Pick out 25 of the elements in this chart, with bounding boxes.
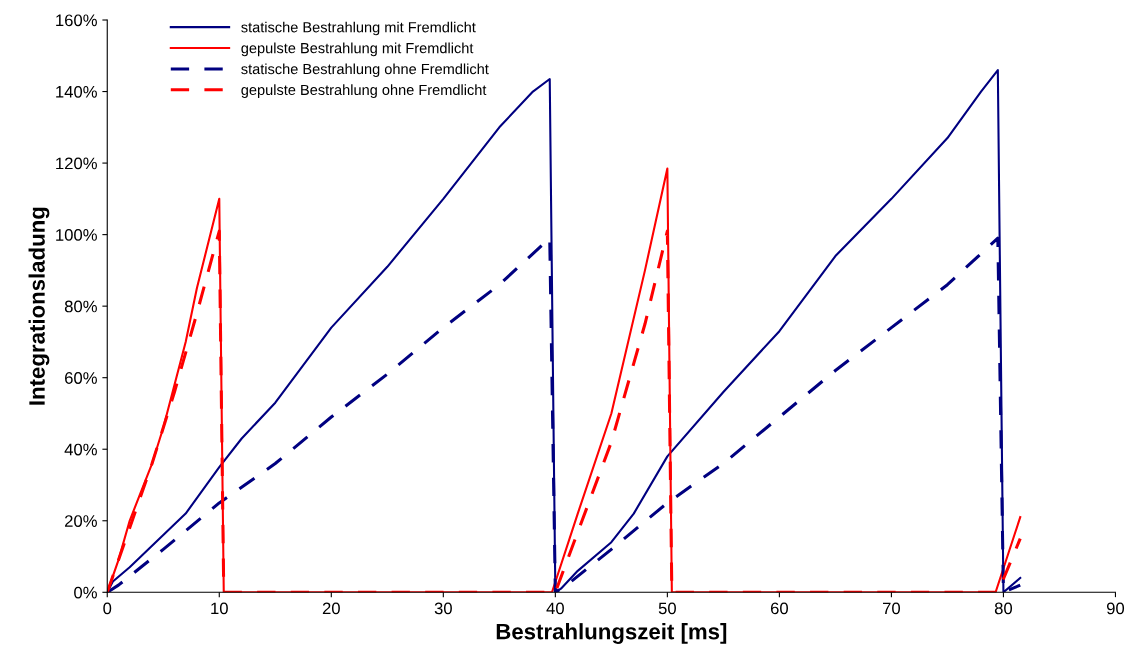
x-axis-title: Bestrahlungszeit [ms]: [496, 623, 727, 644]
legend-label: gepulste Bestrahlung ohne Fremdlicht: [241, 84, 487, 98]
x-tick-label: 0: [103, 602, 112, 615]
x-tick-label: 70: [882, 602, 901, 615]
y-tick-label: 160%: [56, 14, 97, 27]
y-tick-label: 80%: [64, 300, 97, 313]
y-tick-label: 140%: [56, 85, 97, 98]
x-tick-label: 90: [1106, 602, 1125, 615]
y-tick-label: 20%: [65, 515, 97, 527]
y-axis-title: Integrationsladung: [28, 207, 50, 405]
x-tick-label: 30: [434, 602, 452, 615]
x-tick-label: 50: [658, 602, 676, 615]
y-tick-label: 100%: [56, 229, 97, 241]
x-tick-label: 10: [211, 602, 228, 615]
y-tick-label: 0%: [74, 586, 97, 599]
y-tick-label: 60%: [65, 372, 97, 384]
y-tick-label: 120%: [56, 157, 97, 170]
legend-label: statische Bestrahlung mit Fremdlicht: [241, 21, 476, 36]
y-tick-label: 40%: [64, 443, 97, 456]
x-tick-label: 80: [994, 602, 1013, 615]
legend-label: statische Bestrahlung ohne Fremdlicht: [241, 63, 489, 78]
x-tick-label: 60: [770, 602, 788, 615]
x-tick-label: 20: [322, 602, 340, 615]
legend-label: gepulste Bestrahlung mit Fremdlicht: [241, 42, 474, 57]
x-tick-label: 40: [546, 602, 564, 615]
